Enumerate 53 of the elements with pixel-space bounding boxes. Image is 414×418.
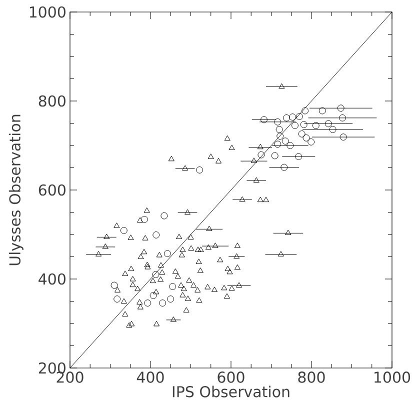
x-tick-label: 800	[298, 372, 325, 383]
point	[301, 107, 308, 114]
point	[166, 296, 174, 302]
point	[324, 120, 332, 128]
point	[160, 212, 168, 220]
point	[318, 107, 326, 114]
point	[286, 142, 294, 149]
point	[337, 104, 344, 112]
x-axis-title: IPS Observation	[172, 386, 290, 398]
point	[140, 216, 148, 223]
point	[296, 113, 303, 120]
point	[280, 164, 288, 171]
y-tick-label: 400	[38, 273, 66, 285]
point	[258, 151, 264, 158]
point	[312, 122, 320, 129]
point	[307, 138, 314, 146]
point	[113, 296, 120, 302]
point	[152, 231, 160, 238]
x-tick-label: 200	[56, 372, 84, 383]
y-tick-label: 200	[38, 362, 66, 374]
point	[158, 300, 166, 306]
point	[260, 116, 268, 124]
point	[300, 121, 308, 128]
y-tick-label: 1000	[30, 6, 66, 18]
point	[276, 132, 284, 140]
point	[144, 300, 151, 306]
point	[291, 122, 298, 129]
y-axis-title: Ulysses Observation	[8, 114, 24, 266]
y-tick-label: 600	[38, 184, 66, 196]
point	[282, 114, 290, 122]
point	[196, 166, 203, 174]
y-tick-label: 800	[38, 95, 66, 107]
point	[150, 292, 157, 299]
point	[164, 250, 171, 258]
point	[120, 227, 128, 234]
point	[271, 152, 278, 160]
point	[282, 138, 289, 145]
point	[276, 126, 283, 133]
point	[288, 114, 296, 120]
point	[298, 130, 306, 138]
point	[152, 271, 159, 278]
point	[329, 126, 336, 133]
x-tick-label: 600	[218, 372, 244, 383]
point	[340, 134, 347, 140]
point	[168, 283, 176, 290]
point	[294, 153, 302, 160]
point	[274, 118, 281, 126]
point	[338, 114, 346, 122]
x-tick-label: 400	[136, 372, 164, 383]
point	[274, 140, 281, 148]
point	[302, 134, 310, 142]
x-tick-label: 1000	[374, 372, 410, 383]
point	[110, 282, 118, 289]
